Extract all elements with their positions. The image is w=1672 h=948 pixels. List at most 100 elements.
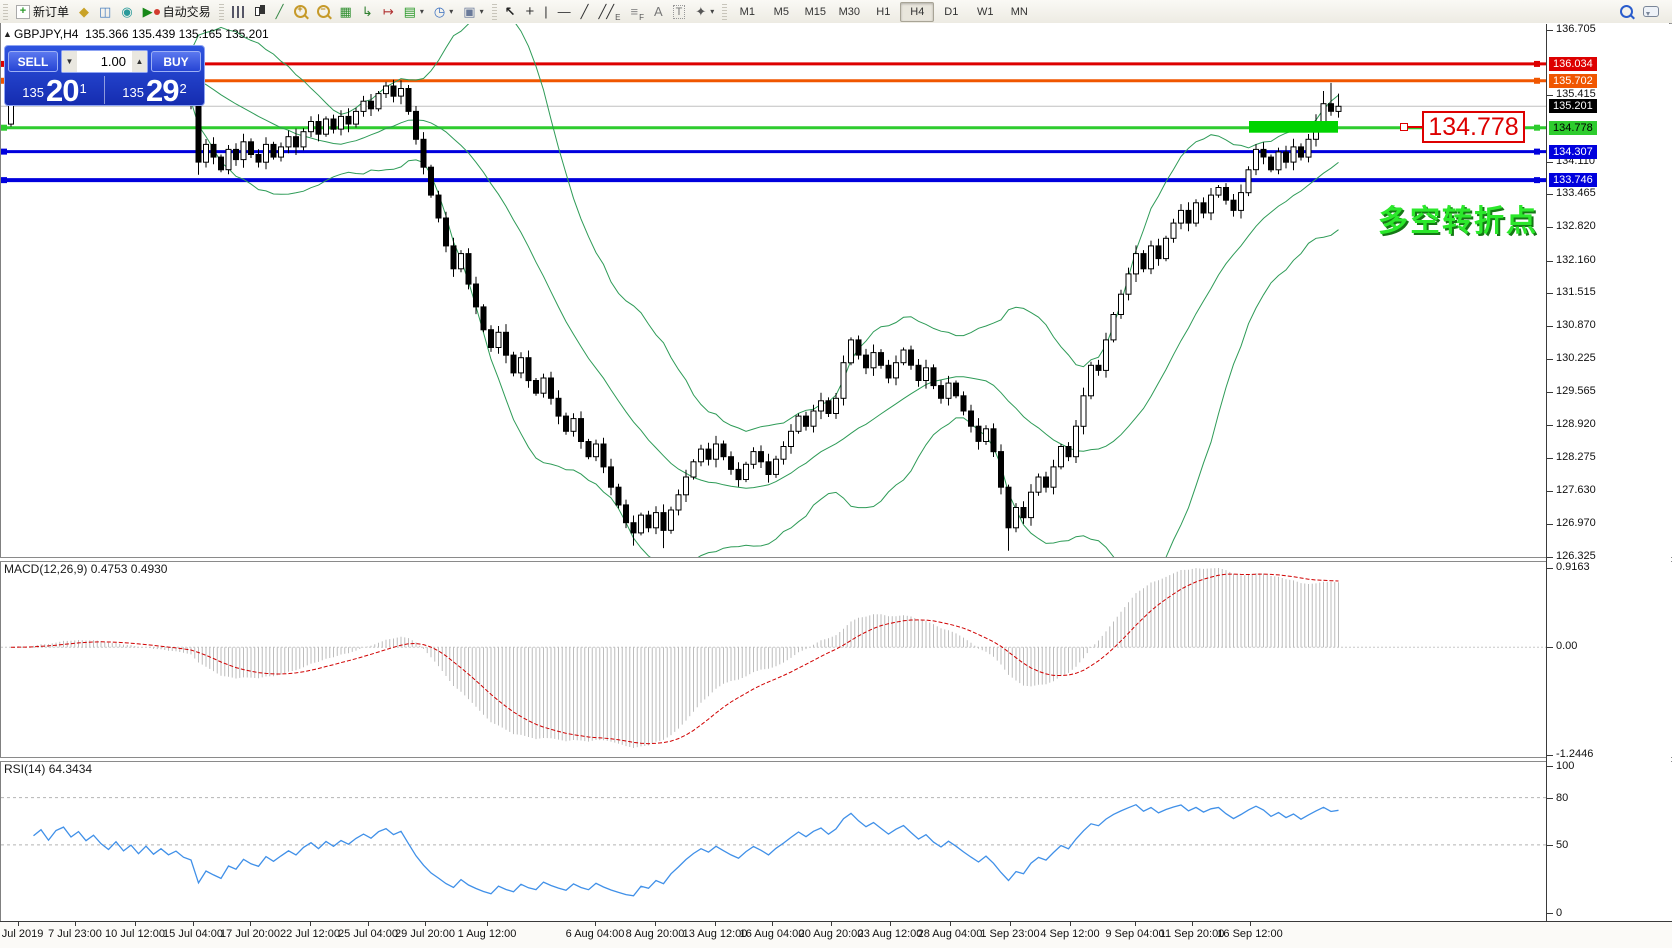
price-tick-label: 130.870 bbox=[1556, 319, 1596, 331]
price-label-134778[interactable]: 134.778 bbox=[1422, 111, 1525, 143]
rsi-axis-tick bbox=[1547, 913, 1553, 914]
toolbar: + 新订单 ◆ ◫ ◉ ▶ 自动交易 ╱ + − ▦ ↳ ↦ ▤ ▾ ◷ ▾ ▣ ▾ ↖ + | — ╱ ╱╱ E ≡ F A T ✦ ▾ M1… bbox=[0, 0, 1672, 24]
sell-price[interactable]: 135 20 1 bbox=[5, 74, 104, 106]
turning-point-annotation[interactable]: 多空转折点 bbox=[1378, 205, 1538, 238]
auto-scroll-button[interactable]: ↳ bbox=[361, 4, 373, 19]
time-tick-label: 6 Aug 04:00 bbox=[565, 928, 625, 940]
time-tick-label: 1 Aug 12:00 bbox=[457, 928, 517, 940]
one-click-collapse-arrow[interactable]: ▲ bbox=[3, 29, 12, 39]
macd-name: MACD(12,26,9) bbox=[4, 562, 88, 576]
tile-windows-button[interactable]: ▦ bbox=[339, 4, 352, 19]
text-tool[interactable]: A bbox=[653, 4, 663, 19]
crosshair-tool[interactable]: + bbox=[525, 2, 535, 20]
price-tick bbox=[1547, 227, 1553, 228]
rsi-axis-label: 80 bbox=[1556, 792, 1569, 804]
price-level-label: 134.307 bbox=[1549, 145, 1597, 159]
candlestick-chart-button[interactable] bbox=[249, 1, 271, 23]
buy-button[interactable]: BUY bbox=[151, 50, 201, 72]
templates-button[interactable]: ▣ ▾ bbox=[463, 4, 484, 19]
rsi-axis-label: 0 bbox=[1556, 907, 1563, 919]
buy-price-digits: 29 bbox=[145, 73, 179, 108]
price-tick-label: 132.820 bbox=[1556, 220, 1596, 232]
price-tick bbox=[1547, 30, 1553, 31]
buy-price-prefix: 135 bbox=[122, 85, 144, 100]
arrows-tool[interactable]: ✦ ▾ bbox=[695, 4, 715, 19]
price-level-label: 134.778 bbox=[1549, 121, 1597, 135]
sell-button[interactable]: SELL bbox=[8, 50, 58, 72]
time-tick-label: 9 Sep 04:00 bbox=[1105, 928, 1165, 940]
price-level-label: 135.201 bbox=[1549, 99, 1597, 113]
new-order-button[interactable]: + 新订单 bbox=[11, 1, 74, 23]
buy-price-pip: 2 bbox=[179, 81, 187, 96]
market-signals-button[interactable]: ◉ bbox=[121, 4, 133, 19]
chart-ohlc-values: 135.366 135.439 135.165 135.201 bbox=[85, 27, 269, 41]
price-tick-label: 133.465 bbox=[1556, 187, 1596, 199]
new-chart-button[interactable]: ▤ ▾ bbox=[403, 4, 424, 19]
timeframe-h1-button[interactable]: H1 bbox=[876, 5, 891, 18]
rsi-value: 64.3434 bbox=[48, 762, 93, 776]
trendline-tool[interactable]: ╱ bbox=[580, 4, 589, 19]
price-tick-label: 128.920 bbox=[1556, 418, 1596, 430]
pane-separator[interactable] bbox=[0, 757, 1672, 762]
cursor-tool[interactable]: ↖ bbox=[504, 4, 516, 19]
search-icon[interactable] bbox=[1615, 1, 1638, 23]
timeframe-d1-button[interactable]: D1 bbox=[944, 5, 959, 18]
timeframe-w1-button[interactable]: W1 bbox=[977, 5, 994, 18]
line-chart-button[interactable]: ╱ bbox=[275, 4, 284, 19]
sell-price-digits: 20 bbox=[45, 73, 79, 108]
price-pane[interactable] bbox=[1, 24, 1547, 557]
volume-stepper[interactable]: ▼ 1.00 ▲ bbox=[61, 49, 148, 73]
sell-price-prefix: 135 bbox=[22, 85, 44, 100]
price-label-anchor[interactable] bbox=[1400, 123, 1408, 131]
timeframe-mn-button[interactable]: MN bbox=[1010, 5, 1028, 18]
volume-decrease-button[interactable]: ▼ bbox=[62, 50, 77, 72]
timeframe-h4-button[interactable]: H4 bbox=[900, 1, 935, 22]
volume-increase-button[interactable]: ▲ bbox=[132, 50, 147, 72]
chart-shift-button[interactable]: ↦ bbox=[382, 4, 394, 19]
time-tick-label: 20 Aug 20:00 bbox=[798, 928, 864, 940]
autotrading-button[interactable]: ▶ 自动交易 bbox=[142, 4, 211, 19]
timeframe-m30-button[interactable]: M30 bbox=[838, 5, 860, 18]
price-tick bbox=[1547, 491, 1553, 492]
metaeditor-button[interactable]: ◆ bbox=[79, 4, 90, 19]
price-tick bbox=[1547, 326, 1553, 327]
rsi-axis-tick bbox=[1547, 766, 1553, 767]
equidistant-channel-tool[interactable]: ╱╱ E bbox=[598, 4, 621, 22]
price-tick bbox=[1547, 359, 1553, 360]
buy-price[interactable]: 135 29 2 bbox=[105, 74, 204, 106]
pane-separator[interactable] bbox=[0, 557, 1672, 562]
chat-icon[interactable] bbox=[1638, 1, 1664, 23]
price-axis[interactable]: 136.705 135.415 134.110 133.465 132.820 132.1… bbox=[1546, 23, 1671, 921]
zoom-in-button[interactable]: + bbox=[289, 1, 312, 23]
price-tick-label: 126.970 bbox=[1556, 517, 1596, 529]
profiles-button[interactable]: ◷ ▾ bbox=[433, 4, 454, 19]
price-level-label: 133.746 bbox=[1549, 173, 1597, 187]
price-divider bbox=[104, 76, 105, 104]
terminal-button[interactable]: ◫ bbox=[99, 4, 112, 19]
macd-pane[interactable] bbox=[1, 562, 1547, 756]
rsi-axis-label: 50 bbox=[1556, 839, 1569, 851]
bar-chart-button[interactable] bbox=[227, 1, 249, 23]
text-label-tool[interactable]: T bbox=[668, 1, 691, 23]
vertical-line-tool[interactable]: | bbox=[544, 4, 548, 19]
fibonacci-tool[interactable]: ≡ F bbox=[630, 4, 644, 22]
volume-value[interactable]: 1.00 bbox=[100, 53, 126, 69]
price-tick bbox=[1547, 425, 1553, 426]
macd-value-signal: 0.4930 bbox=[130, 562, 168, 576]
timeframe-m5-button[interactable]: M5 bbox=[773, 5, 789, 18]
horizontal-line-tool[interactable]: — bbox=[557, 4, 571, 19]
time-tick-label: 11 Sep 20:00 bbox=[1159, 928, 1225, 940]
zoom-out-button[interactable]: − bbox=[312, 1, 335, 23]
time-tick bbox=[18, 922, 19, 926]
rsi-pane[interactable] bbox=[1, 761, 1547, 920]
time-tick-label: 13 Aug 12:00 bbox=[682, 928, 748, 940]
timeframe-m15-button[interactable]: M15 bbox=[804, 5, 826, 18]
sell-price-pip: 1 bbox=[79, 81, 87, 96]
macd-axis-tick bbox=[1547, 647, 1553, 648]
green-zone-rectangle bbox=[1249, 121, 1338, 133]
time-tick-label: 4 Jul 2019 bbox=[0, 928, 44, 940]
time-tick bbox=[831, 922, 832, 926]
macd-axis-tick bbox=[1547, 568, 1553, 569]
timeframe-m1-button[interactable]: M1 bbox=[739, 5, 755, 18]
